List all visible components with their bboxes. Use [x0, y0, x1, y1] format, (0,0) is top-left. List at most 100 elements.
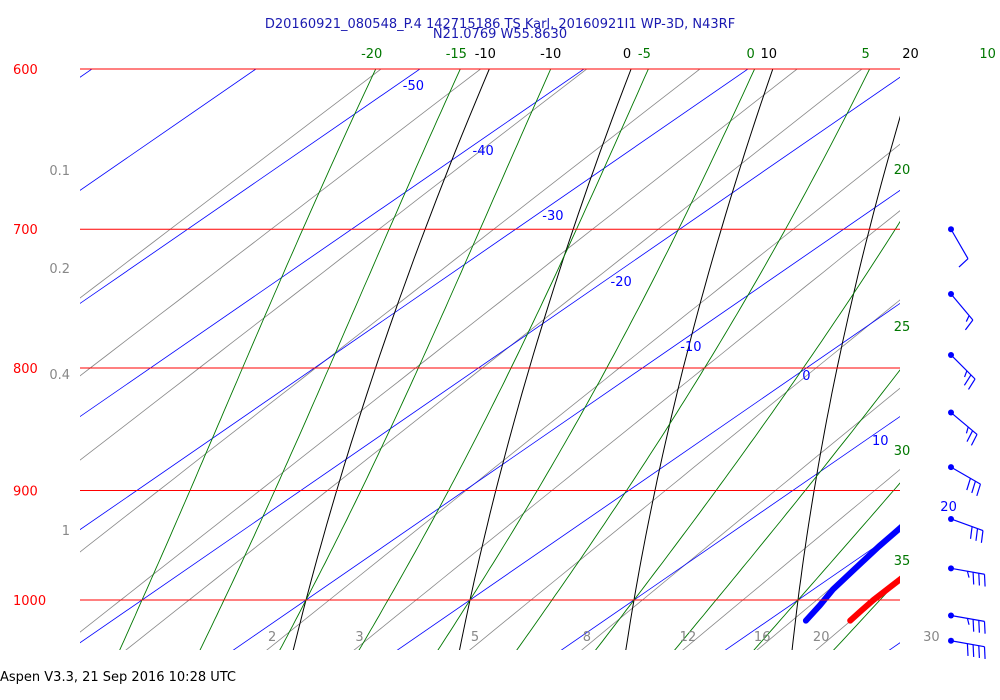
wind-barb-flag	[970, 434, 978, 446]
wind-barb-flag	[963, 374, 972, 386]
mixing-ratio-left-label: 0.2	[49, 262, 70, 277]
moist-adiabat-line	[119, 69, 377, 650]
wind-barb	[948, 637, 986, 659]
top-axis-label: -15	[446, 47, 467, 62]
isotherm-label: -40	[473, 144, 494, 159]
isotherm-line	[982, 0, 1000, 699]
mixing-ratio-line	[682, 468, 900, 650]
mixing-ratio-bottom-label: 12	[680, 630, 697, 645]
wind-barb-flag	[965, 315, 970, 322]
mixing-ratio-line	[756, 529, 900, 650]
wind-barb-flag	[966, 571, 970, 578]
moist-adiabat-right-label: 25	[894, 320, 911, 335]
isotherm-line	[396, 302, 900, 650]
moist-adiabat-line	[753, 482, 900, 650]
wind-barb-staff	[950, 412, 978, 435]
chart-subtitle: N21.0769 W55.8630	[432, 27, 568, 42]
mixing-ratio-line	[939, 0, 1000, 700]
moist-adiabat-right-label: 20	[894, 163, 911, 178]
wind-barb-flag	[966, 643, 969, 656]
mixing-ratio-bottom-label: 5	[471, 630, 479, 645]
moist-adiabat-line	[279, 69, 552, 650]
mixing-ratio-line	[80, 69, 798, 633]
mixing-ratio-bottom-label: 16	[754, 630, 771, 645]
isotherm-label: 20	[940, 500, 957, 515]
dry-adiabat-line	[791, 115, 900, 650]
isotherm-line	[232, 189, 900, 650]
temperature-profile	[847, 575, 900, 624]
isotherm-label: -20	[611, 275, 632, 290]
pressure-tick-label: 900	[13, 484, 38, 499]
top-axis-label: 5	[861, 47, 869, 62]
wind-barb-staff	[950, 228, 969, 259]
mixing-ratio-line	[80, 69, 588, 461]
mixing-ratio-bottom-label: 3	[355, 630, 363, 645]
dry-adiabat-line	[459, 69, 632, 650]
dewpoint-profile	[802, 524, 900, 624]
wind-barb-flag	[963, 370, 968, 378]
mixing-ratio-line	[125, 69, 863, 650]
wind-barb-staff	[950, 518, 984, 532]
isotherm-line	[80, 69, 421, 304]
wind-barb-flag	[967, 378, 976, 390]
wind-barb-flag	[976, 483, 982, 497]
mixing-ratio-bottom-label: 30	[923, 630, 940, 645]
dry-adiabat-line	[292, 69, 490, 650]
wind-barb-flag	[972, 572, 975, 585]
mixing-ratio-left-label: 1	[62, 524, 70, 539]
wind-barb-flag	[966, 618, 970, 625]
top-axis-label: 0	[746, 47, 754, 62]
isotherm-label: -30	[542, 209, 563, 224]
isotherm-label: -50	[403, 79, 424, 94]
isotherm-line	[888, 642, 900, 650]
top-axis-label: -20	[361, 47, 382, 62]
pressure-tick-label: 1000	[13, 594, 46, 609]
wind-barb-staff	[950, 293, 974, 321]
wind-barb-flag	[978, 573, 980, 586]
mixing-ratio-left-label: 0.1	[49, 164, 70, 179]
moist-adiabat-line	[437, 69, 756, 650]
mixing-ratio-bottom-label: 8	[583, 630, 591, 645]
moist-adiabat-line	[927, 0, 1000, 700]
wind-barb-staff	[950, 466, 981, 485]
wind-barb	[948, 464, 982, 497]
moist-adiabat-line	[848, 0, 1000, 700]
wind-barb-flag	[978, 620, 980, 633]
isotherm-line	[80, 69, 257, 191]
footer-text: Aspen V3.3, 21 Sep 2016 10:28 UTC	[0, 670, 237, 685]
isotherm-label: -10	[680, 340, 701, 355]
chart-title: D20160921_080548_P.4 142715186 TS Karl, …	[264, 17, 736, 32]
wind-barb-flag	[969, 526, 973, 539]
wind-barb-flag	[972, 644, 975, 657]
wind-barb	[948, 612, 986, 634]
wind-barb-flag	[964, 319, 974, 331]
wind-barb	[948, 291, 974, 331]
moist-adiabat-line	[833, 577, 900, 650]
wind-barb-flag	[966, 430, 974, 442]
isotherm-line	[80, 69, 585, 418]
wind-barb	[948, 351, 976, 390]
mixing-ratio-left-label: 0.4	[49, 368, 70, 383]
isotherm-line	[80, 69, 749, 531]
wind-barb	[948, 226, 969, 268]
wind-barb-flag	[972, 619, 975, 632]
wind-barb-flag	[971, 481, 977, 494]
top-axis-label: 0	[623, 47, 631, 62]
mixing-ratio-line	[469, 299, 900, 650]
pressure-tick-label: 800	[13, 362, 38, 377]
mixing-ratio-line	[353, 210, 900, 650]
mixing-ratio-bottom-label: 2	[268, 630, 276, 645]
moist-adiabat-line	[199, 69, 461, 650]
top-axis-label: -10	[540, 47, 561, 62]
mixing-ratio-line	[80, 69, 701, 553]
pressure-tick-label: 700	[13, 223, 38, 238]
mixing-ratio-bottom-label: 20	[813, 630, 830, 645]
top-axis-label: 20	[902, 47, 919, 62]
isotherm-line	[724, 529, 900, 650]
wind-barb-flag	[965, 426, 969, 434]
wind-barb-flag	[983, 646, 986, 659]
top-axis-label: 10	[760, 47, 777, 62]
dry-adiabat-line	[955, 0, 1000, 700]
wind-barb-staff	[950, 354, 976, 380]
